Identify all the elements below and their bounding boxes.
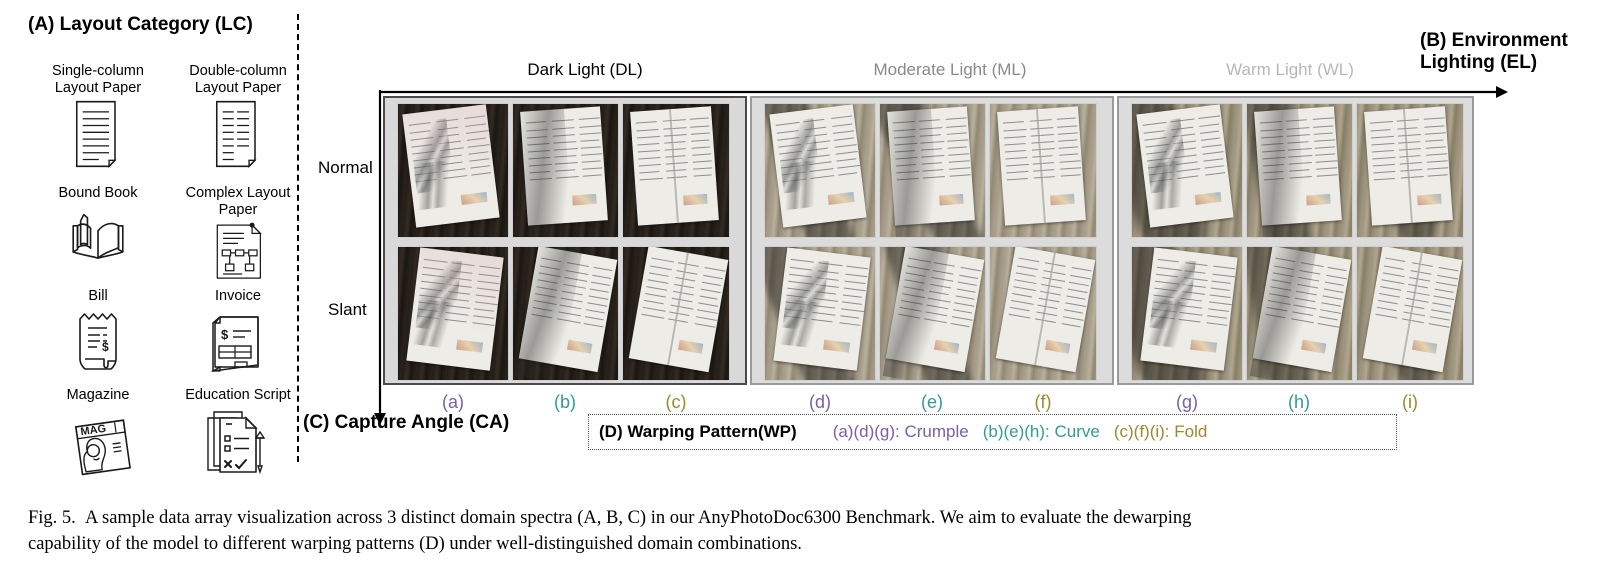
svg-text:$: $ [221, 327, 229, 342]
svg-text:$: $ [102, 340, 109, 354]
